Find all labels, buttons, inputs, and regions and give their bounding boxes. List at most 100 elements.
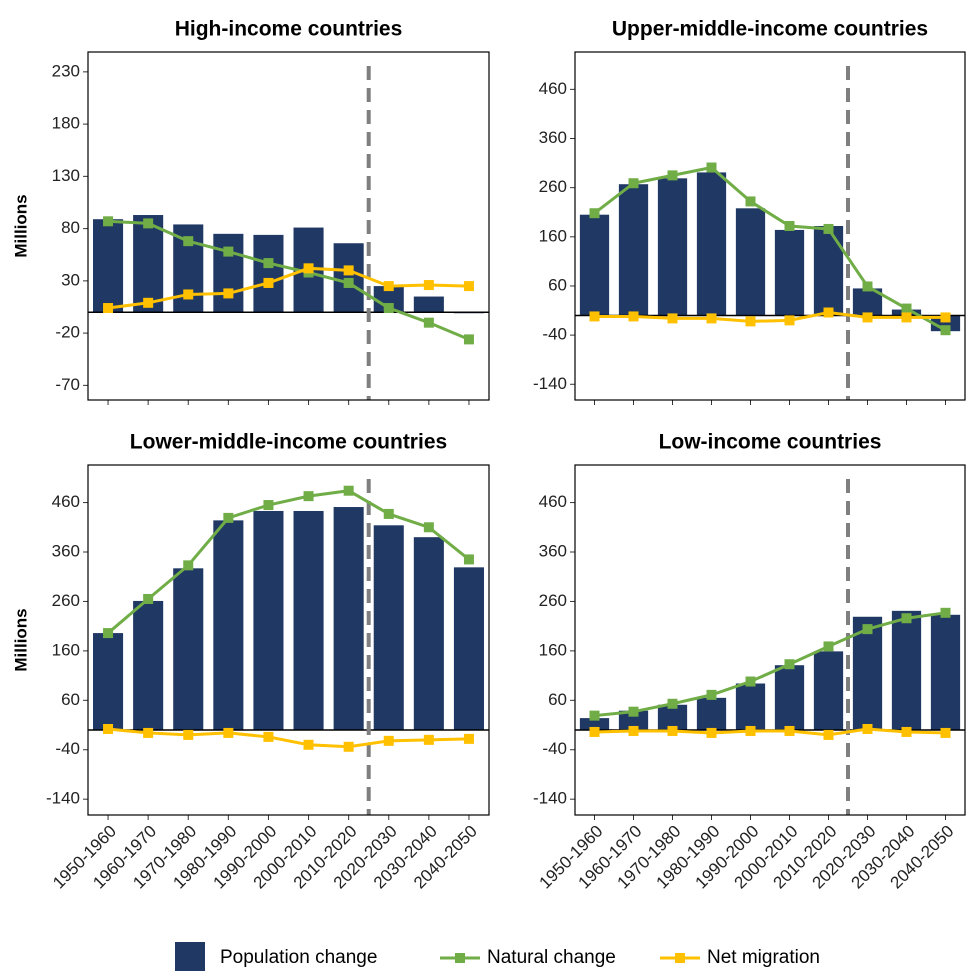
y-tick-label: -40 bbox=[55, 739, 80, 758]
panel-title: Low-income countries bbox=[659, 431, 882, 454]
legend-marker bbox=[675, 953, 685, 963]
legend-swatch bbox=[175, 942, 205, 971]
point bbox=[823, 223, 834, 234]
point bbox=[343, 741, 354, 752]
y-tick-label: -20 bbox=[55, 323, 80, 342]
legend-label: Natural change bbox=[487, 947, 616, 968]
point bbox=[589, 726, 600, 737]
y-tick-label: 460 bbox=[52, 492, 80, 511]
bar bbox=[453, 567, 484, 730]
point bbox=[940, 312, 951, 323]
point bbox=[706, 689, 717, 700]
point bbox=[628, 706, 639, 717]
point bbox=[862, 312, 873, 323]
series-line bbox=[107, 219, 470, 341]
point bbox=[423, 280, 434, 291]
bar bbox=[579, 214, 610, 316]
point bbox=[463, 554, 474, 565]
point bbox=[940, 325, 951, 336]
bar bbox=[333, 243, 364, 313]
y-tick-label: -140 bbox=[533, 789, 567, 808]
y-tick-label: 160 bbox=[539, 226, 567, 245]
bar bbox=[813, 226, 844, 316]
y-tick-label: 460 bbox=[539, 492, 567, 511]
y-tick-label: -140 bbox=[533, 374, 567, 393]
point bbox=[143, 297, 154, 308]
point bbox=[784, 659, 795, 670]
point bbox=[143, 218, 154, 229]
point bbox=[383, 281, 394, 292]
y-tick-label: -70 bbox=[55, 375, 80, 394]
point bbox=[463, 281, 474, 292]
point bbox=[423, 734, 434, 745]
panel-frame bbox=[574, 464, 966, 816]
y-tick-label: 360 bbox=[539, 128, 567, 147]
series-line bbox=[594, 310, 946, 323]
point bbox=[103, 628, 114, 639]
legend-marker bbox=[455, 953, 465, 963]
y-tick-label: 260 bbox=[539, 591, 567, 610]
point bbox=[745, 316, 756, 327]
panel-frame bbox=[87, 51, 490, 401]
point bbox=[103, 723, 114, 734]
bar bbox=[213, 233, 244, 313]
bar bbox=[735, 683, 766, 730]
point bbox=[143, 727, 154, 738]
panel-title: Upper-middle-income countries bbox=[612, 18, 928, 41]
point bbox=[628, 725, 639, 736]
bar bbox=[253, 510, 284, 730]
bar bbox=[657, 178, 688, 316]
point bbox=[263, 277, 274, 288]
point bbox=[628, 311, 639, 322]
point bbox=[589, 311, 600, 322]
bar bbox=[133, 215, 164, 313]
y-tick-label: 180 bbox=[52, 114, 80, 133]
bar bbox=[579, 718, 610, 730]
point bbox=[706, 313, 717, 324]
point bbox=[183, 560, 194, 571]
bar bbox=[657, 704, 688, 730]
point bbox=[745, 196, 756, 207]
point bbox=[784, 315, 795, 326]
series-line bbox=[107, 727, 469, 749]
point bbox=[463, 334, 474, 345]
y-tick-label: 460 bbox=[539, 79, 567, 98]
point bbox=[183, 289, 194, 300]
point bbox=[303, 263, 314, 274]
panel-frame bbox=[87, 464, 490, 816]
point bbox=[463, 733, 474, 744]
point bbox=[706, 727, 717, 738]
bar bbox=[774, 665, 805, 730]
panel-title: Lower-middle-income countries bbox=[130, 431, 447, 454]
bar bbox=[813, 651, 844, 730]
point bbox=[383, 508, 394, 519]
point bbox=[263, 258, 274, 269]
point bbox=[343, 265, 354, 276]
point bbox=[628, 178, 639, 189]
point bbox=[223, 727, 234, 738]
point bbox=[263, 731, 274, 742]
point bbox=[901, 613, 912, 624]
point bbox=[303, 491, 314, 502]
y-tick-label: 60 bbox=[548, 690, 567, 709]
point bbox=[589, 208, 600, 219]
point bbox=[901, 312, 912, 323]
series-line bbox=[107, 266, 469, 310]
point bbox=[667, 725, 678, 736]
series-line bbox=[107, 489, 470, 635]
point bbox=[423, 317, 434, 328]
point bbox=[343, 277, 354, 288]
y-tick-label: -40 bbox=[542, 739, 567, 758]
y-tick-label: 60 bbox=[61, 690, 80, 709]
y-tick-label: 260 bbox=[52, 591, 80, 610]
point bbox=[901, 303, 912, 314]
panel-title: High-income countries bbox=[175, 18, 403, 41]
point bbox=[823, 729, 834, 740]
point bbox=[901, 726, 912, 737]
point bbox=[667, 698, 678, 709]
y-tick-label: -140 bbox=[46, 789, 80, 808]
bar bbox=[93, 219, 124, 313]
legend-label: Net migration bbox=[707, 947, 820, 968]
point bbox=[784, 725, 795, 736]
